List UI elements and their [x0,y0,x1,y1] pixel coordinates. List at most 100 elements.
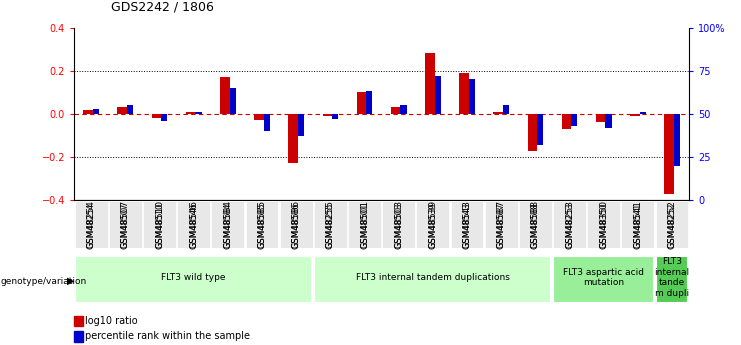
Text: ▶: ▶ [67,276,75,286]
Bar [162,114,167,121]
Bar [288,114,298,164]
Text: GSM48584: GSM48584 [223,203,233,248]
FancyBboxPatch shape [382,201,415,248]
Text: GSM48584: GSM48584 [223,200,233,249]
Bar [366,91,373,114]
Text: GSM48588: GSM48588 [531,203,540,248]
Text: percentile rank within the sample: percentile rank within the sample [85,332,250,341]
Text: GSM48350: GSM48350 [599,203,608,248]
Text: GSM48585: GSM48585 [258,203,267,248]
Bar [434,76,441,114]
Text: FLT3 wild type: FLT3 wild type [162,273,226,282]
Text: GSM48503: GSM48503 [394,200,403,249]
FancyBboxPatch shape [553,201,586,248]
Bar [127,105,133,114]
FancyBboxPatch shape [416,201,449,248]
Text: GSM48507: GSM48507 [121,203,130,248]
Text: GSM48253: GSM48253 [565,203,574,248]
Bar [298,114,304,136]
Text: GSM48254: GSM48254 [87,200,96,249]
FancyBboxPatch shape [622,201,654,248]
Bar [528,114,537,150]
Text: FLT3 aspartic acid
mutation: FLT3 aspartic acid mutation [563,268,644,287]
FancyBboxPatch shape [211,201,245,248]
FancyBboxPatch shape [75,201,107,248]
Bar [254,114,264,120]
Text: GSM48586: GSM48586 [292,200,301,249]
Bar [118,107,127,114]
FancyBboxPatch shape [485,201,518,248]
Bar [152,114,162,118]
Bar [196,112,202,114]
FancyBboxPatch shape [177,201,210,248]
Text: GSM48510: GSM48510 [155,200,164,249]
Text: GSM48541: GSM48541 [634,203,642,248]
FancyBboxPatch shape [109,201,142,248]
Text: GSM48510: GSM48510 [155,203,164,248]
Bar [664,114,674,194]
Bar [230,88,236,114]
Bar [537,114,543,145]
FancyBboxPatch shape [245,201,279,248]
Bar [356,92,366,114]
FancyBboxPatch shape [314,256,551,303]
Bar [459,73,469,114]
Text: GSM48503: GSM48503 [394,203,403,248]
FancyBboxPatch shape [143,201,176,248]
Bar [322,114,332,116]
Text: GSM48543: GSM48543 [462,203,471,248]
Bar [332,114,338,119]
FancyBboxPatch shape [656,256,688,303]
Bar [674,114,680,166]
Text: GSM48501: GSM48501 [360,203,369,248]
Bar [93,109,99,114]
Text: GSM48507: GSM48507 [121,200,130,249]
Bar [186,112,196,114]
FancyBboxPatch shape [348,201,381,248]
Bar [469,79,475,114]
Text: GSM48541: GSM48541 [634,200,642,249]
Text: GSM48539: GSM48539 [428,200,437,249]
Text: GDS2242 / 1806: GDS2242 / 1806 [111,1,214,14]
Bar [83,110,93,114]
Bar [264,114,270,131]
FancyBboxPatch shape [656,201,688,248]
Text: GSM48546: GSM48546 [189,203,198,248]
Bar [425,53,434,114]
Bar [391,107,400,114]
FancyBboxPatch shape [451,201,483,248]
Text: GSM48255: GSM48255 [326,203,335,248]
Text: GSM48254: GSM48254 [87,203,96,248]
Text: genotype/variation: genotype/variation [1,277,87,286]
Text: GSM48588: GSM48588 [531,200,540,249]
Text: GSM48587: GSM48587 [496,203,505,248]
FancyBboxPatch shape [75,256,312,303]
Bar [400,105,407,114]
FancyBboxPatch shape [280,201,313,248]
Bar [639,112,645,114]
Bar [503,105,509,114]
FancyBboxPatch shape [554,256,654,303]
Text: GSM48585: GSM48585 [258,200,267,249]
Text: GSM48539: GSM48539 [428,203,437,248]
FancyBboxPatch shape [519,201,552,248]
Text: GSM48252: GSM48252 [668,200,677,249]
Bar [220,77,230,114]
Text: GSM48350: GSM48350 [599,200,608,249]
Text: GSM48546: GSM48546 [189,200,198,249]
FancyBboxPatch shape [588,201,620,248]
Text: FLT3 internal tandem duplications: FLT3 internal tandem duplications [356,273,510,282]
Text: GSM48252: GSM48252 [668,203,677,248]
Bar [630,114,639,116]
FancyBboxPatch shape [314,201,347,248]
Text: GSM48586: GSM48586 [292,203,301,248]
Bar [494,112,503,114]
Text: GSM48543: GSM48543 [462,200,471,249]
Bar [605,114,611,128]
Text: GSM48255: GSM48255 [326,200,335,249]
Text: GSM48587: GSM48587 [496,200,505,249]
Bar [596,114,605,122]
Bar [562,114,571,129]
Text: log10 ratio: log10 ratio [85,316,138,326]
Text: GSM48253: GSM48253 [565,200,574,249]
